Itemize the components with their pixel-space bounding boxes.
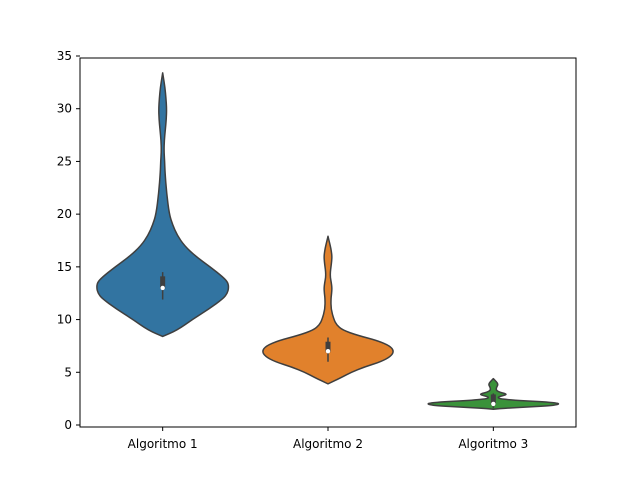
y-tick-label: 15 (57, 260, 72, 274)
y-tick-label: 0 (64, 418, 72, 432)
violin-median-marker (325, 349, 331, 354)
y-tick-label: 30 (57, 102, 72, 116)
violin-median-marker (491, 401, 496, 407)
violin-median-marker (160, 285, 165, 291)
violin-iqr-box (490, 394, 496, 405)
violin-group (427, 377, 560, 410)
violin-iqr-box (160, 276, 166, 289)
violin-group (262, 235, 394, 385)
violin-body (96, 72, 230, 338)
y-tick-label: 35 (57, 49, 72, 63)
y-tick-label: 10 (57, 313, 72, 327)
x-tick-label: Algoritmo 3 (458, 437, 528, 451)
x-tick-label: Algoritmo 1 (128, 437, 198, 451)
violin-group (96, 72, 230, 338)
plot-layer (96, 72, 560, 410)
y-tick-label: 25 (57, 154, 72, 168)
axis-layer: 0 5 10 15 20 25 30 35 Algoritmo 1 Algoritmo 2 Algo… (57, 49, 529, 451)
violin-body (262, 235, 394, 385)
violin-iqr-box (325, 341, 331, 353)
y-tick-label: 5 (64, 365, 72, 379)
x-tick-label: Algoritmo 2 (293, 437, 363, 451)
y-tick-label: 20 (57, 207, 72, 221)
